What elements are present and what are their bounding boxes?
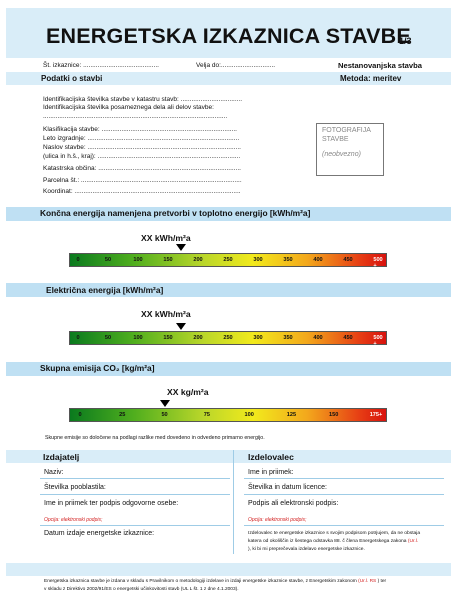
- part-id-line: Identifikacijska številka posameznega de…: [43, 104, 214, 111]
- electric-scale: 0 50 100 150 200 250 300 350 400 450 500 +: [69, 331, 387, 347]
- issuer-signer: Ime in priimek ter podpis odgovorne oseb…: [44, 500, 179, 507]
- scale-tick-label: 125: [286, 412, 297, 418]
- electric-marker-label: XX kWh/m²a: [141, 309, 191, 319]
- issuer-line-1: [40, 478, 230, 479]
- author-statement-2-text: katera od okoliščin iz šestega odstavka …: [248, 539, 407, 544]
- scale-tick-label: 100: [133, 257, 143, 263]
- photo-label: FOTOGRAFIJA: [322, 127, 371, 134]
- issuer-line-3: [40, 525, 230, 526]
- issuer-heading: Izdajatelj: [43, 452, 80, 462]
- scale-tick-label: 450: [343, 335, 353, 341]
- co2-marker-arrow: [160, 400, 170, 407]
- scale-tick-label: 250: [223, 335, 233, 341]
- footer-line-2: v skladu z Direktivo 2002/91/ES o energe…: [44, 587, 239, 592]
- scale-tick-label: 350: [283, 335, 293, 341]
- card-number-field: Št. izkaznice: .........................…: [43, 62, 159, 69]
- footer-ref: (Ur.l. RS: [358, 579, 377, 584]
- heat-heading: Končna energija namenjena pretvorbi v to…: [40, 208, 311, 218]
- footer-bar: [6, 563, 451, 576]
- author-statement-3: ), ki bi mi preprečevala izdelavo energe…: [248, 547, 365, 552]
- scale-tick-label: 50: [104, 335, 112, 341]
- scale-tick-label: 150: [329, 412, 339, 418]
- author-heading: Izdelovalec: [248, 452, 294, 462]
- photo-placeholder: [316, 123, 384, 176]
- electric-section-band: [6, 283, 451, 297]
- scale-tick-label: 200: [193, 257, 203, 263]
- scale-tick-label: 50: [104, 257, 112, 263]
- building-heading: Podatki o stavbi: [41, 74, 103, 83]
- issuer-author-header-bar: [6, 450, 451, 463]
- author-line-3: [244, 525, 444, 526]
- issuer-date: Datum izdaje energetske izkaznice:: [44, 530, 155, 537]
- scale-tick-label: 450: [343, 257, 353, 263]
- author-name: Ime in priimek:: [248, 469, 294, 476]
- author-statement-ref: (Ur.l.: [407, 539, 419, 544]
- scale-tick-label: 500 +: [373, 335, 383, 347]
- author-statement-1: Izdelovalec te energetske izkaznice s sv…: [248, 531, 421, 536]
- column-divider: [233, 450, 234, 554]
- issuer-name: Naziv:: [44, 469, 64, 476]
- field-cadastral: Katastrska občina: .....................…: [43, 165, 241, 172]
- scale-tick-label: 500 +: [373, 257, 383, 269]
- scale-tick-label: 350: [283, 257, 293, 263]
- building-header-bar: [6, 72, 451, 85]
- method-label: Metoda: meritev: [340, 74, 402, 83]
- author-line-2: [244, 494, 444, 495]
- page-title: ENERGETSKA IZKAZNICA STAVBE: [46, 24, 411, 48]
- scale-tick-label: 400: [313, 335, 323, 341]
- co2-heading: Skupna emisija CO₂ [kg/m²a]: [40, 363, 155, 373]
- author-statement-2: katera od okoliščin iz šestega odstavka …: [248, 539, 418, 544]
- issuer-line-2: [40, 494, 230, 495]
- scale-tick-label: 300: [253, 257, 263, 263]
- scale-tick-label: 0: [78, 412, 82, 418]
- heat-scale: 0 50 100 150 200 250 300 350 400 450 500 +: [69, 253, 387, 269]
- field-address: Naslov stavbe: .........................…: [43, 144, 241, 151]
- photo-label-2: STAVBE: [322, 136, 349, 143]
- part-id-dots: ........................................…: [43, 113, 228, 120]
- field-coordinates: Koordinat: .............................…: [43, 188, 241, 195]
- valid-until-field: Velja do:..............................: [196, 62, 276, 69]
- field-parcel: Parcelna št.: ..........................…: [43, 177, 242, 184]
- scale-tick-label: 300: [253, 335, 263, 341]
- scale-tick-label: 150: [163, 257, 173, 263]
- heat-section-band: [6, 207, 451, 221]
- co2-scale: 0 25 50 75 100 125 150 175+: [69, 408, 387, 422]
- heat-marker-label: XX kWh/m²a: [141, 233, 191, 243]
- author-line-1: [244, 478, 444, 479]
- field-street: (ulica in h.š., kraj): .................…: [43, 153, 241, 160]
- scale-tick-label: 25: [119, 412, 126, 418]
- field-classification: Klasifikacija stavbe: ..................…: [43, 126, 237, 133]
- scale-tick-label: 100: [244, 412, 254, 418]
- co2-marker-label: XX kg/m²a: [167, 387, 209, 397]
- scale-tick-label: 50: [161, 412, 168, 418]
- author-signer: Podpis ali elektronski podpis:: [248, 500, 339, 507]
- photo-optional: (neobvezno): [322, 151, 361, 158]
- building-type: Nestanovanjska stavba: [338, 61, 422, 70]
- scale-tick-label: 100: [133, 335, 143, 341]
- heat-marker-arrow: [176, 244, 186, 251]
- co2-section-band: [6, 362, 451, 376]
- scale-tick-label: 150: [163, 335, 173, 341]
- title-bar: [6, 8, 451, 58]
- scale-tick-label: 175+: [369, 412, 383, 418]
- building-id-line: Identifikacijska številka stavbe v katas…: [43, 96, 243, 103]
- electric-heading: Električna energija [kWh/m²a]: [46, 285, 164, 295]
- scale-tick-label: 250: [223, 257, 233, 263]
- footer-line-1a: Energetska izkaznica stavbe je izdana v …: [44, 579, 357, 584]
- scale-tick-label: 200: [193, 335, 203, 341]
- scale-tick-label: 0: [76, 257, 80, 263]
- scale-tick-label: 75: [203, 412, 210, 418]
- footer-line-1: Energetska izkaznica stavbe je izdana v …: [44, 579, 386, 584]
- electric-marker-arrow: [176, 323, 186, 330]
- issuer-e-sign: Opcija: elektronski podpis;: [44, 517, 103, 523]
- author-e-sign: Opcija: elektronski podpis;: [248, 517, 307, 523]
- scale-tick-label: 400: [313, 257, 323, 263]
- footer-line-1b: ) ter: [377, 579, 387, 584]
- page-number: 1/3: [399, 36, 412, 46]
- field-year: Leto izgradnje: ........................…: [43, 135, 240, 142]
- author-license: Številka in datum licence:: [248, 484, 327, 491]
- scale-tick-label: 0: [76, 335, 80, 341]
- issuer-license: Številka pooblastila:: [44, 484, 106, 491]
- co2-note: Skupne emisije so določene na podlagi ra…: [45, 435, 265, 441]
